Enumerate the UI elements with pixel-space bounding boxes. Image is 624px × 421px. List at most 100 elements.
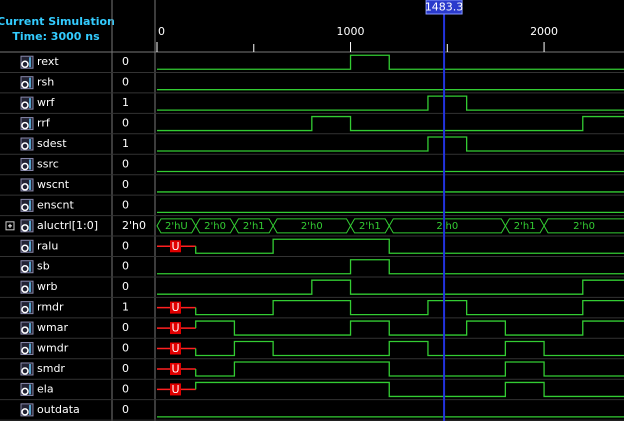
- signal-name: wrf: [37, 96, 56, 109]
- signal-name: sdest: [37, 137, 67, 150]
- signal-name: wmdr: [37, 342, 69, 355]
- undefined-label: U: [171, 342, 179, 355]
- signal-icon: [20, 362, 34, 376]
- undefined-box: [170, 240, 181, 253]
- signal-value: 0: [122, 76, 129, 89]
- signal-icon: [20, 198, 34, 212]
- signal-name: outdata: [37, 403, 80, 416]
- signal-value: 1: [122, 96, 129, 109]
- undefined-label: U: [171, 383, 179, 396]
- header-line: Current Simulation: [0, 15, 115, 28]
- undefined-label: U: [171, 301, 179, 314]
- signal-value: 0: [122, 382, 129, 395]
- icon-dot: [21, 285, 29, 293]
- signal-name: smdr: [37, 362, 65, 375]
- signal-value: 0: [122, 362, 129, 375]
- bus-value: 2'h1: [243, 221, 265, 232]
- signal-name: wmar: [37, 321, 68, 334]
- signal-value: 0: [122, 198, 129, 211]
- signal-name: ela: [37, 382, 54, 395]
- signal-icon: [20, 280, 34, 294]
- signal-name: sb: [37, 260, 50, 273]
- waveform: [195, 320, 624, 336]
- signal-name: ssrc: [37, 157, 59, 170]
- signal-icon: [20, 260, 34, 274]
- bus-value: 2'hU: [165, 221, 188, 232]
- cursor-label: 1483.3: [425, 1, 464, 14]
- icon-dot: [21, 367, 29, 375]
- signal-icon: [20, 55, 34, 69]
- undefined-box: [170, 383, 181, 396]
- icon-dot: [21, 387, 29, 396]
- icon-dot: [21, 80, 29, 89]
- undefined-box: [170, 342, 181, 355]
- bus-value: 2'h1: [359, 221, 381, 232]
- signal-name: rext: [37, 55, 59, 68]
- signal-icon: [20, 157, 34, 171]
- waveform: [195, 238, 624, 254]
- bus-value: 2'h0: [301, 221, 323, 232]
- icon-dot: [21, 264, 29, 273]
- icon-dot: [21, 244, 29, 253]
- icon-dot: [21, 224, 29, 232]
- signal-name: enscnt: [37, 198, 74, 211]
- signal-value: 0: [122, 321, 129, 334]
- icon-dot: [21, 121, 29, 130]
- header-line: Time: 3000 ns: [12, 30, 100, 43]
- waveform: [195, 381, 624, 398]
- waveform: [157, 136, 624, 152]
- icon-dot: [21, 408, 29, 416]
- signal-value: 0: [122, 55, 129, 68]
- icon-dot: [21, 60, 29, 68]
- signal-icon: [20, 239, 34, 253]
- expand-plus: [8, 223, 12, 228]
- waveform: [157, 279, 624, 295]
- undefined-label: U: [171, 322, 179, 335]
- waveform: [157, 54, 624, 70]
- signal-icon: [20, 403, 34, 417]
- bus-segment: [543, 218, 624, 234]
- signal-value: 0: [122, 157, 129, 170]
- signal-value: 0: [122, 117, 129, 130]
- waveform: [157, 95, 624, 111]
- signal-icon: [20, 301, 34, 315]
- icon-dot: [21, 203, 29, 212]
- signal-name: rsh: [37, 76, 54, 89]
- signal-name: rrf: [37, 117, 51, 130]
- time-label: 2000: [530, 25, 558, 38]
- signal-name: aluctrl[1:0]: [37, 219, 98, 232]
- signal-value: 0: [122, 280, 129, 293]
- signal-name: rmdr: [37, 301, 64, 314]
- time-label: 0: [158, 25, 165, 38]
- undefined-box: [170, 362, 181, 375]
- signal-value: 1: [122, 301, 129, 314]
- signal-name: ralu: [37, 239, 58, 252]
- icon-dot: [21, 101, 29, 109]
- cursor-box: [425, 0, 463, 15]
- waveform: [195, 340, 624, 357]
- icon-dot: [21, 162, 29, 171]
- icon-dot: [21, 326, 29, 334]
- signal-value: 0: [122, 260, 129, 273]
- signal-value: 2'h0: [122, 219, 146, 232]
- signal-icon: [20, 342, 34, 356]
- signal-icon: [20, 382, 34, 396]
- signal-value: 0: [122, 178, 129, 191]
- icon-dot: [21, 305, 29, 314]
- time-label: 1000: [337, 25, 365, 38]
- icon-dot: [21, 346, 29, 355]
- signal-icon: [20, 178, 34, 192]
- signal-value: 0: [122, 342, 129, 355]
- waveform: [195, 361, 624, 377]
- waveform: [195, 299, 624, 316]
- bus-value: 2'h0: [436, 221, 458, 232]
- signal-name: wscnt: [37, 178, 70, 191]
- bus-value: 2'h0: [573, 221, 595, 232]
- signal-name: wrb: [37, 280, 58, 293]
- signal-icon: [20, 219, 34, 233]
- signal-icon: [20, 96, 34, 110]
- bus-value: 2'h0: [204, 221, 226, 232]
- undefined-label: U: [171, 240, 179, 253]
